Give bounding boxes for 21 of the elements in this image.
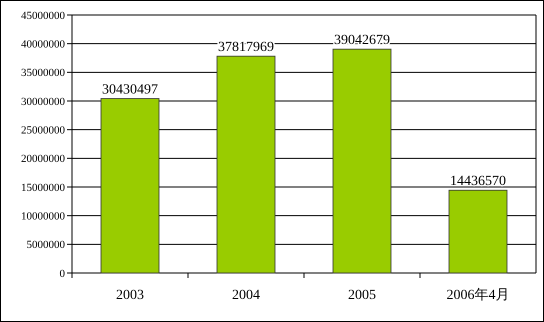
x-tick-label: 2006年4月 [446,287,510,303]
y-tick-label: 0 [60,268,66,280]
bar [448,190,508,274]
y-tick-label: 30000000 [21,96,66,108]
y-tick-label: 5000000 [26,239,66,252]
x-tick-label: 2003 [116,288,144,303]
bar [216,56,276,274]
bar [100,98,160,274]
data-label: 37817969 [218,40,274,56]
y-tick-label: 35000000 [21,67,66,80]
y-tick-label: 40000000 [21,38,66,51]
data-label: 30430497 [102,82,158,98]
x-tick-label: 2005 [348,288,376,303]
y-tick-label: 25000000 [21,124,66,137]
data-label: 14436570 [450,174,506,190]
y-tick-label: 45000000 [21,10,66,22]
x-tick-label: 2004 [232,288,260,303]
y-tick-label: 15000000 [21,182,66,194]
bar [332,48,392,274]
y-tick-label: 20000000 [21,153,66,166]
y-tick-label: 10000000 [21,210,66,223]
